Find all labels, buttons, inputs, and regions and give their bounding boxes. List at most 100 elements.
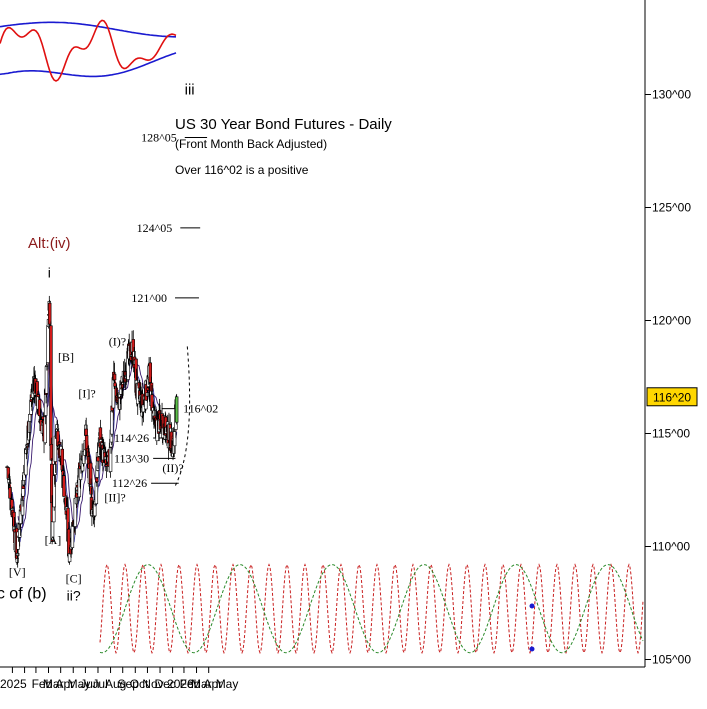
x-tick-label: Jul [92,677,107,691]
candle-body [20,500,25,516]
x-tick-label: Dec [154,677,175,691]
wave-label: (II)? [162,461,183,475]
target-level-label: 121^00 [131,291,167,305]
candle [49,321,53,458]
candle-body [145,392,150,397]
y-tick-label: 130^00 [652,88,691,102]
wave-label: ii? [67,588,81,604]
y-tick-label: 105^00 [652,653,691,667]
candle [48,300,52,328]
x-tick-label: Apr [204,677,223,691]
candles [5,295,179,568]
cycle-wave-red [99,563,644,655]
candle-body [15,553,20,556]
candle-body [88,462,93,485]
y-tick-label: 115^00 [652,427,690,441]
y-tick-label: 110^00 [652,540,690,554]
candle [118,395,122,410]
chart-title: US 30 Year Bond Futures - Daily [175,116,392,133]
candle-body [53,464,57,475]
candle-body [21,485,26,489]
candle-body [24,447,29,450]
candle-body [49,325,53,446]
axes [0,0,646,668]
candle-body [89,486,93,495]
x-tick-label: Apr [56,677,75,691]
x-tick-label: Oct [130,677,149,691]
wave-label: [A] [45,533,62,547]
wave-label: iii [185,82,195,99]
projection [174,345,191,486]
candle-body [44,366,49,394]
candle-body [52,475,56,508]
candle-body [112,373,117,381]
candle [18,520,22,547]
oscillator-lower-band [0,52,177,78]
candle-body [70,525,75,548]
candle-body [121,381,125,389]
candle [121,378,125,399]
x-tick-label: Aug [105,677,126,691]
wave-label: i [48,265,51,281]
candle [37,394,42,423]
candle [15,549,19,564]
wave-annotations: Alt:(iv) i [B] [I]? (I)? [II]? [A] [C] ii? [V] c o… [0,82,195,604]
candle-body [137,382,142,389]
candle [174,393,179,425]
candle [44,362,49,398]
x-tick-label: Jun [80,677,99,691]
candle [172,428,177,447]
target-level-label: 124^05 [137,221,173,235]
candle-body [110,410,114,435]
candle-body [108,447,113,472]
x-tick-label: Sep [118,677,140,691]
oscillator-line [0,19,177,82]
x-tick-label: Feb [180,677,201,691]
candle [88,459,93,485]
candle-body [95,477,99,483]
wave-label: (I)? [109,334,126,348]
support-level-label: 112^26 [112,476,147,490]
oscillator-panel [0,19,177,82]
y-tick-label: 125^00 [652,201,691,215]
candle-body [56,430,60,446]
cycle-marker-dot [529,603,535,609]
wave-label: Alt:(iv) [28,235,71,252]
candle-body [84,428,88,436]
candle-body [27,420,32,433]
candle-body [118,396,122,399]
candle [43,412,47,445]
last-price-marker: 116^20 [646,387,698,407]
candle-body [62,475,66,497]
price-levels: 128^05 124^05 121^00 116^02 114^26 113^30 112^… [112,130,218,490]
x-tick-label: 2025 [0,677,27,691]
candle [60,439,64,474]
x-tick-label: May [216,677,239,691]
candle [112,362,117,385]
candle-body [146,387,150,391]
wave-label: [I]? [78,386,95,400]
x-tick-label: 2026 [167,677,194,691]
wave-label: [V] [9,565,26,579]
last-price-box [646,387,698,407]
candle-body [43,416,47,444]
candle-body [49,444,54,461]
candle [70,525,75,550]
projection-path [174,345,191,486]
last-price-label: 116^20 [653,390,691,404]
wave-label: c of (b) [0,585,47,602]
cycle-marker-dot [529,646,535,652]
candle-body [148,362,152,383]
chart-subtitle: (Front Month Back Adjusted) [175,137,327,151]
y-tick-label: 120^00 [652,314,691,328]
candle [137,380,142,392]
candle-body [15,558,19,563]
candle-body [7,482,12,484]
candle-body [48,302,52,325]
cycle-forecast [99,563,644,655]
candle-body [121,382,125,385]
candle-body [174,396,179,423]
support-level-label: 113^30 [114,451,149,465]
x-tick-label: Mar [43,677,64,691]
